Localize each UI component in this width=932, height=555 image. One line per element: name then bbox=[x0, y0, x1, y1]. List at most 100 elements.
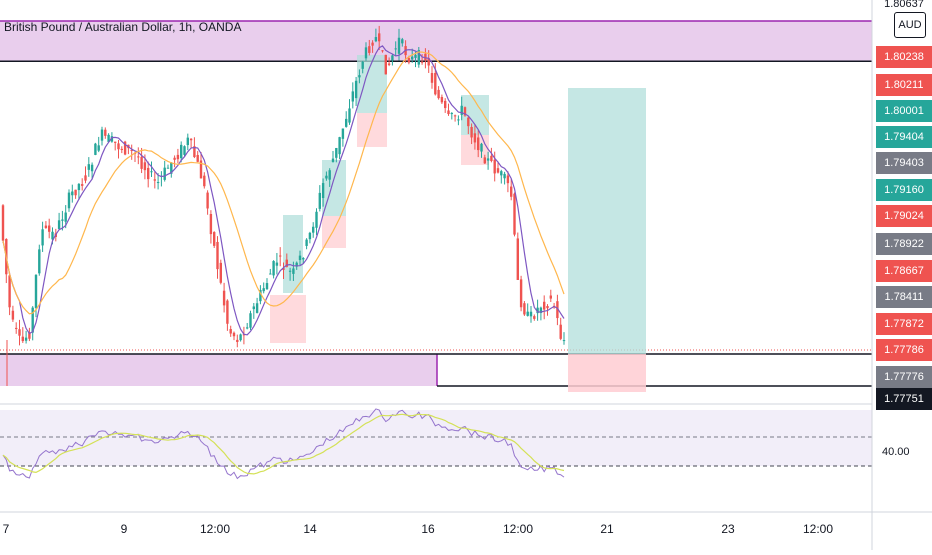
candle-body bbox=[417, 50, 420, 65]
candle-body bbox=[71, 191, 74, 196]
candle-body bbox=[239, 334, 242, 341]
candle-body bbox=[18, 329, 21, 336]
candle-body bbox=[480, 143, 483, 152]
time-label: 12:00 bbox=[803, 522, 833, 536]
rsi-layer bbox=[0, 408, 872, 480]
price-label-bg bbox=[876, 366, 932, 388]
candle-body bbox=[516, 238, 519, 280]
candle-body bbox=[123, 141, 127, 155]
candle-body bbox=[437, 89, 440, 99]
candle-body bbox=[407, 58, 411, 63]
candle-body bbox=[470, 126, 473, 138]
candle-body bbox=[519, 279, 523, 308]
candle-body bbox=[325, 175, 328, 179]
price-label: 1.80001 bbox=[884, 105, 924, 117]
candle-body bbox=[150, 171, 153, 173]
candle-body bbox=[391, 55, 394, 61]
candle-body bbox=[384, 54, 387, 75]
candle-body bbox=[490, 155, 493, 162]
candle-body bbox=[315, 211, 318, 228]
candle-body bbox=[328, 170, 331, 180]
price-label-bg bbox=[876, 205, 932, 227]
candle-body bbox=[348, 108, 351, 123]
candle-body bbox=[269, 273, 272, 275]
candle-body bbox=[34, 274, 38, 308]
candle-body bbox=[536, 307, 539, 314]
candle-body bbox=[308, 232, 312, 240]
currency-badge[interactable]: AUD bbox=[894, 12, 926, 38]
candle-body bbox=[473, 133, 477, 143]
candle-body bbox=[97, 145, 100, 151]
demand-zone bbox=[0, 354, 437, 386]
candle-body bbox=[137, 156, 140, 158]
candle-body bbox=[460, 105, 463, 115]
candle-body bbox=[447, 110, 450, 115]
candle-body bbox=[110, 136, 114, 142]
candle-body bbox=[493, 159, 496, 174]
pos-box-stop bbox=[270, 295, 306, 343]
candle-body bbox=[483, 157, 486, 164]
candle-body bbox=[556, 301, 559, 319]
time-label: 14 bbox=[303, 522, 317, 536]
candle-body bbox=[295, 262, 298, 267]
candle-body bbox=[77, 183, 81, 191]
candle-body bbox=[529, 311, 533, 317]
candle-body bbox=[546, 306, 549, 309]
candle-body bbox=[170, 162, 173, 174]
candle-body bbox=[318, 192, 321, 209]
position-stop-area bbox=[568, 354, 646, 392]
candle-body bbox=[140, 156, 143, 169]
candle-body bbox=[147, 167, 150, 180]
price-label: 1.77751 bbox=[884, 393, 924, 405]
candle-body bbox=[298, 255, 302, 261]
candle-body bbox=[183, 146, 186, 155]
position-target-area bbox=[568, 88, 646, 354]
ma-fast-line bbox=[2, 45, 565, 336]
pos-box-stop bbox=[357, 113, 387, 147]
candle-body bbox=[321, 183, 325, 199]
candle-body bbox=[453, 115, 457, 117]
candle-body bbox=[265, 283, 269, 290]
rsi-band bbox=[0, 410, 872, 466]
candle-body bbox=[397, 37, 401, 54]
candle-body bbox=[262, 288, 265, 292]
candle-body bbox=[506, 175, 510, 184]
candle-body bbox=[193, 146, 196, 158]
candle-body bbox=[335, 147, 338, 158]
candle-body bbox=[87, 164, 90, 170]
candle-body bbox=[364, 47, 368, 59]
price-label-bg bbox=[876, 339, 932, 361]
chart-title: British Pound / Australian Dollar, 1h, O… bbox=[4, 20, 242, 34]
candle-body bbox=[259, 289, 262, 302]
candle-body bbox=[28, 332, 31, 339]
price-label: 1.80238 bbox=[884, 51, 924, 63]
candle-body bbox=[206, 192, 209, 209]
candle-body bbox=[338, 137, 341, 155]
candle-body bbox=[84, 175, 87, 181]
candles-layer bbox=[1, 25, 566, 348]
candle-body bbox=[232, 332, 236, 337]
candle-body bbox=[523, 303, 526, 315]
candle-body bbox=[222, 290, 226, 306]
candle-body bbox=[414, 54, 417, 58]
price-label-bg bbox=[876, 260, 932, 282]
candle-body bbox=[430, 73, 434, 83]
candle-body bbox=[180, 144, 183, 159]
candle-body bbox=[358, 75, 361, 78]
candle-body bbox=[199, 160, 203, 179]
ma-layer bbox=[2, 45, 565, 336]
candle-body bbox=[513, 193, 516, 235]
candle-body bbox=[496, 168, 500, 173]
candle-body bbox=[236, 339, 239, 343]
price-label-bg bbox=[876, 286, 932, 308]
price-label-bg bbox=[876, 152, 932, 174]
candle-body bbox=[279, 255, 282, 257]
price-label: 1.77776 bbox=[884, 371, 924, 383]
candle-body bbox=[229, 329, 232, 334]
time-label: 7 bbox=[3, 522, 10, 536]
candle-body bbox=[450, 113, 453, 115]
ma-slow-line bbox=[2, 51, 565, 315]
price-label: 1.80211 bbox=[885, 79, 924, 91]
